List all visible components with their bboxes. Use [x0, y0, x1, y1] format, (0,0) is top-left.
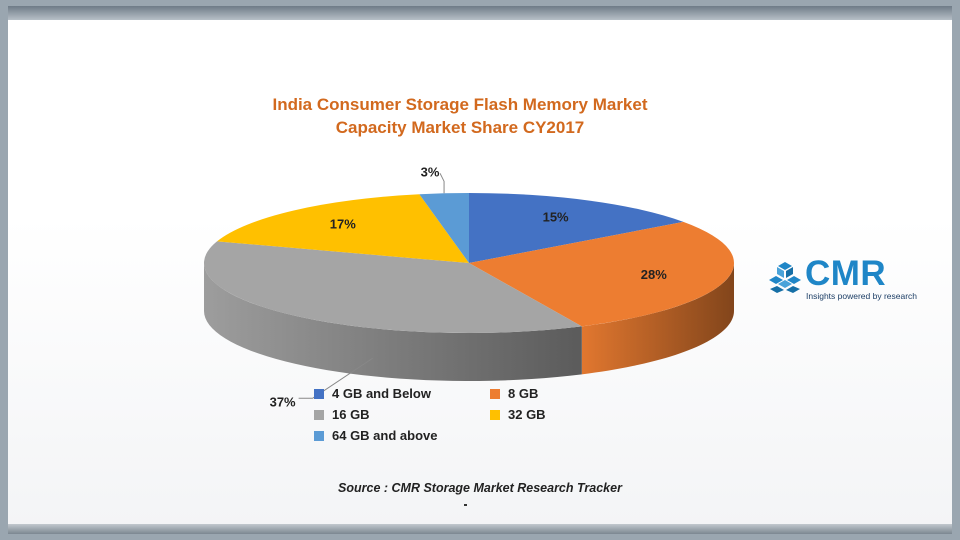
legend-label: 16 GB [332, 407, 370, 422]
label-leader-line [439, 173, 445, 194]
pie-sides [204, 263, 734, 381]
legend-item-16gb: 16 GB [314, 407, 490, 422]
legend-swatch [314, 409, 324, 420]
logo-tagline: Insights powered by research [806, 291, 918, 301]
chart-legend: 4 GB and Below 8 GB 16 GB 32 GB 64 GB an… [314, 386, 614, 443]
legend-label: 32 GB [508, 407, 546, 422]
data-label-8-gb: 28% [641, 267, 667, 282]
cube-icon [769, 262, 801, 293]
pie-slice-8-gb [469, 221, 734, 327]
data-label-16-gb: 37% [270, 395, 296, 410]
legend-item-32gb: 32 GB [490, 407, 610, 422]
legend-item-64gb: 64 GB and above [314, 428, 490, 443]
cmr-logo: CMR Insights powered by research [768, 254, 918, 308]
legend-swatch [314, 388, 324, 399]
label-leader-line [298, 357, 373, 399]
legend-label: 4 GB and Below [332, 386, 431, 401]
legend-label: 8 GB [508, 386, 539, 401]
legend-swatch [490, 409, 500, 420]
pie-side-16-gb [204, 263, 582, 381]
data-label-32-gb: 17% [330, 217, 356, 232]
data-label-64-gb-and-above: 3% [421, 165, 440, 180]
legend-label: 64 GB and above [332, 428, 438, 443]
legend-swatch [490, 388, 500, 399]
data-label-4-gb-and-below: 15% [543, 210, 569, 225]
pie-slice-64-gb-and-above [419, 193, 469, 263]
source-note: Source : CMR Storage Market Research Tra… [338, 481, 622, 495]
pie-slice-16-gb [204, 241, 582, 333]
pie-side-8-gb [581, 263, 734, 375]
chart-title-line-1: India Consumer Storage Flash Memory Mark… [272, 95, 648, 114]
logo-wordmark: CMR [805, 254, 887, 293]
legend-item-8gb: 8 GB [490, 386, 610, 401]
legend-swatch [314, 430, 324, 441]
data-labels: 15% 28% 37% 17% 3% [270, 165, 668, 410]
footer-dot [464, 504, 467, 506]
pie-slice-4-gb-and-below [469, 193, 684, 263]
pie-slice-32-gb [216, 194, 469, 263]
chart-title-line-2: Capacity Market Share CY2017 [335, 118, 585, 137]
pie-tops [204, 193, 734, 333]
legend-item-4gb: 4 GB and Below [314, 386, 490, 401]
